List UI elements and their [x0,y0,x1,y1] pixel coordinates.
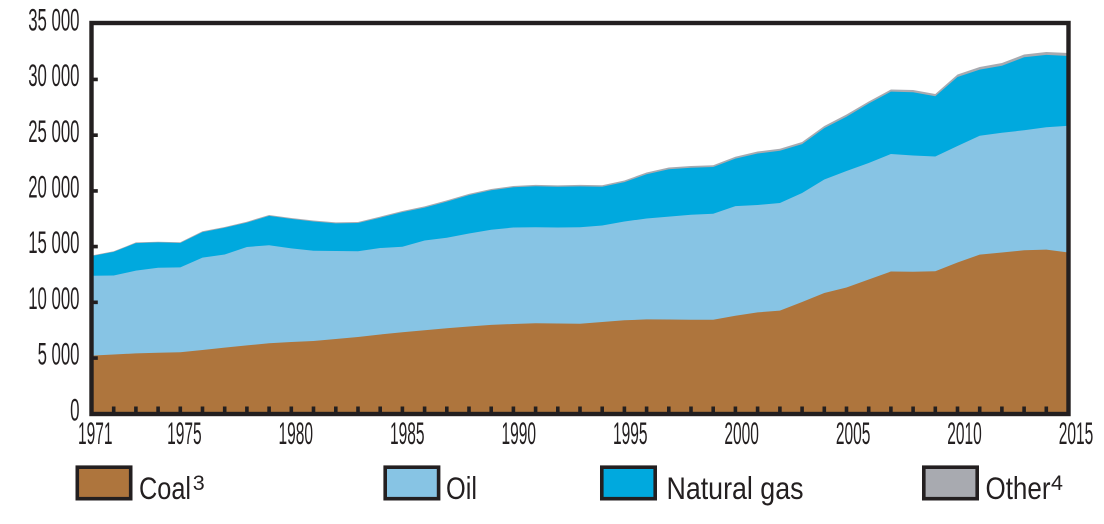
svg-text:2005: 2005 [836,415,871,451]
svg-text:2000: 2000 [724,415,759,451]
svg-text:15 000: 15 000 [28,224,79,260]
svg-text:20 000: 20 000 [28,169,79,205]
svg-text:25 000: 25 000 [28,113,79,149]
svg-text:2010: 2010 [947,415,982,451]
svg-text:2015: 2015 [1059,415,1094,451]
svg-text:35 000: 35 000 [28,1,79,37]
svg-text:Oil: Oil [446,470,477,506]
svg-text:5 000: 5 000 [38,336,80,372]
svg-text:1990: 1990 [501,415,536,451]
svg-text:Other: Other [986,470,1051,506]
svg-text:10 000: 10 000 [28,280,79,316]
svg-text:Coal: Coal [139,470,191,506]
svg-text:1971: 1971 [78,415,113,451]
svg-text:Natural gas: Natural gas [667,470,804,506]
svg-text:1980: 1980 [279,415,314,451]
svg-text:4: 4 [1051,471,1063,495]
svg-text:30 000: 30 000 [28,57,79,93]
svg-text:0: 0 [70,391,79,427]
svg-text:3: 3 [193,471,205,495]
svg-text:1975: 1975 [167,415,202,451]
svg-text:1995: 1995 [613,415,648,451]
svg-text:1985: 1985 [390,415,425,451]
